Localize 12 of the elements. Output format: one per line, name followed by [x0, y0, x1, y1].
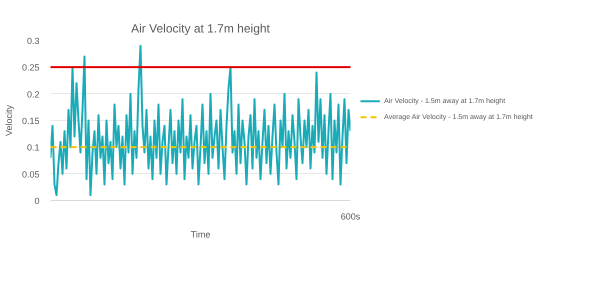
y-tick-label: 0.25: [22, 62, 40, 73]
y-axis-title: Velocity: [4, 104, 14, 136]
x-axis-title: Time: [190, 230, 210, 240]
y-tick-label: 0: [34, 196, 40, 206]
y-tick-label: 0.3: [26, 36, 40, 46]
y-tick-label: 0.05: [22, 169, 40, 180]
line-series: [50, 44, 350, 196]
y-tick-label: 0.15: [22, 116, 40, 126]
y-tick-label: 0.2: [26, 89, 40, 100]
y-tick-label: 0.1: [26, 142, 40, 153]
chart-title: Air Velocity at 1.7m height: [131, 22, 271, 36]
text: 600s: [340, 212, 361, 222]
